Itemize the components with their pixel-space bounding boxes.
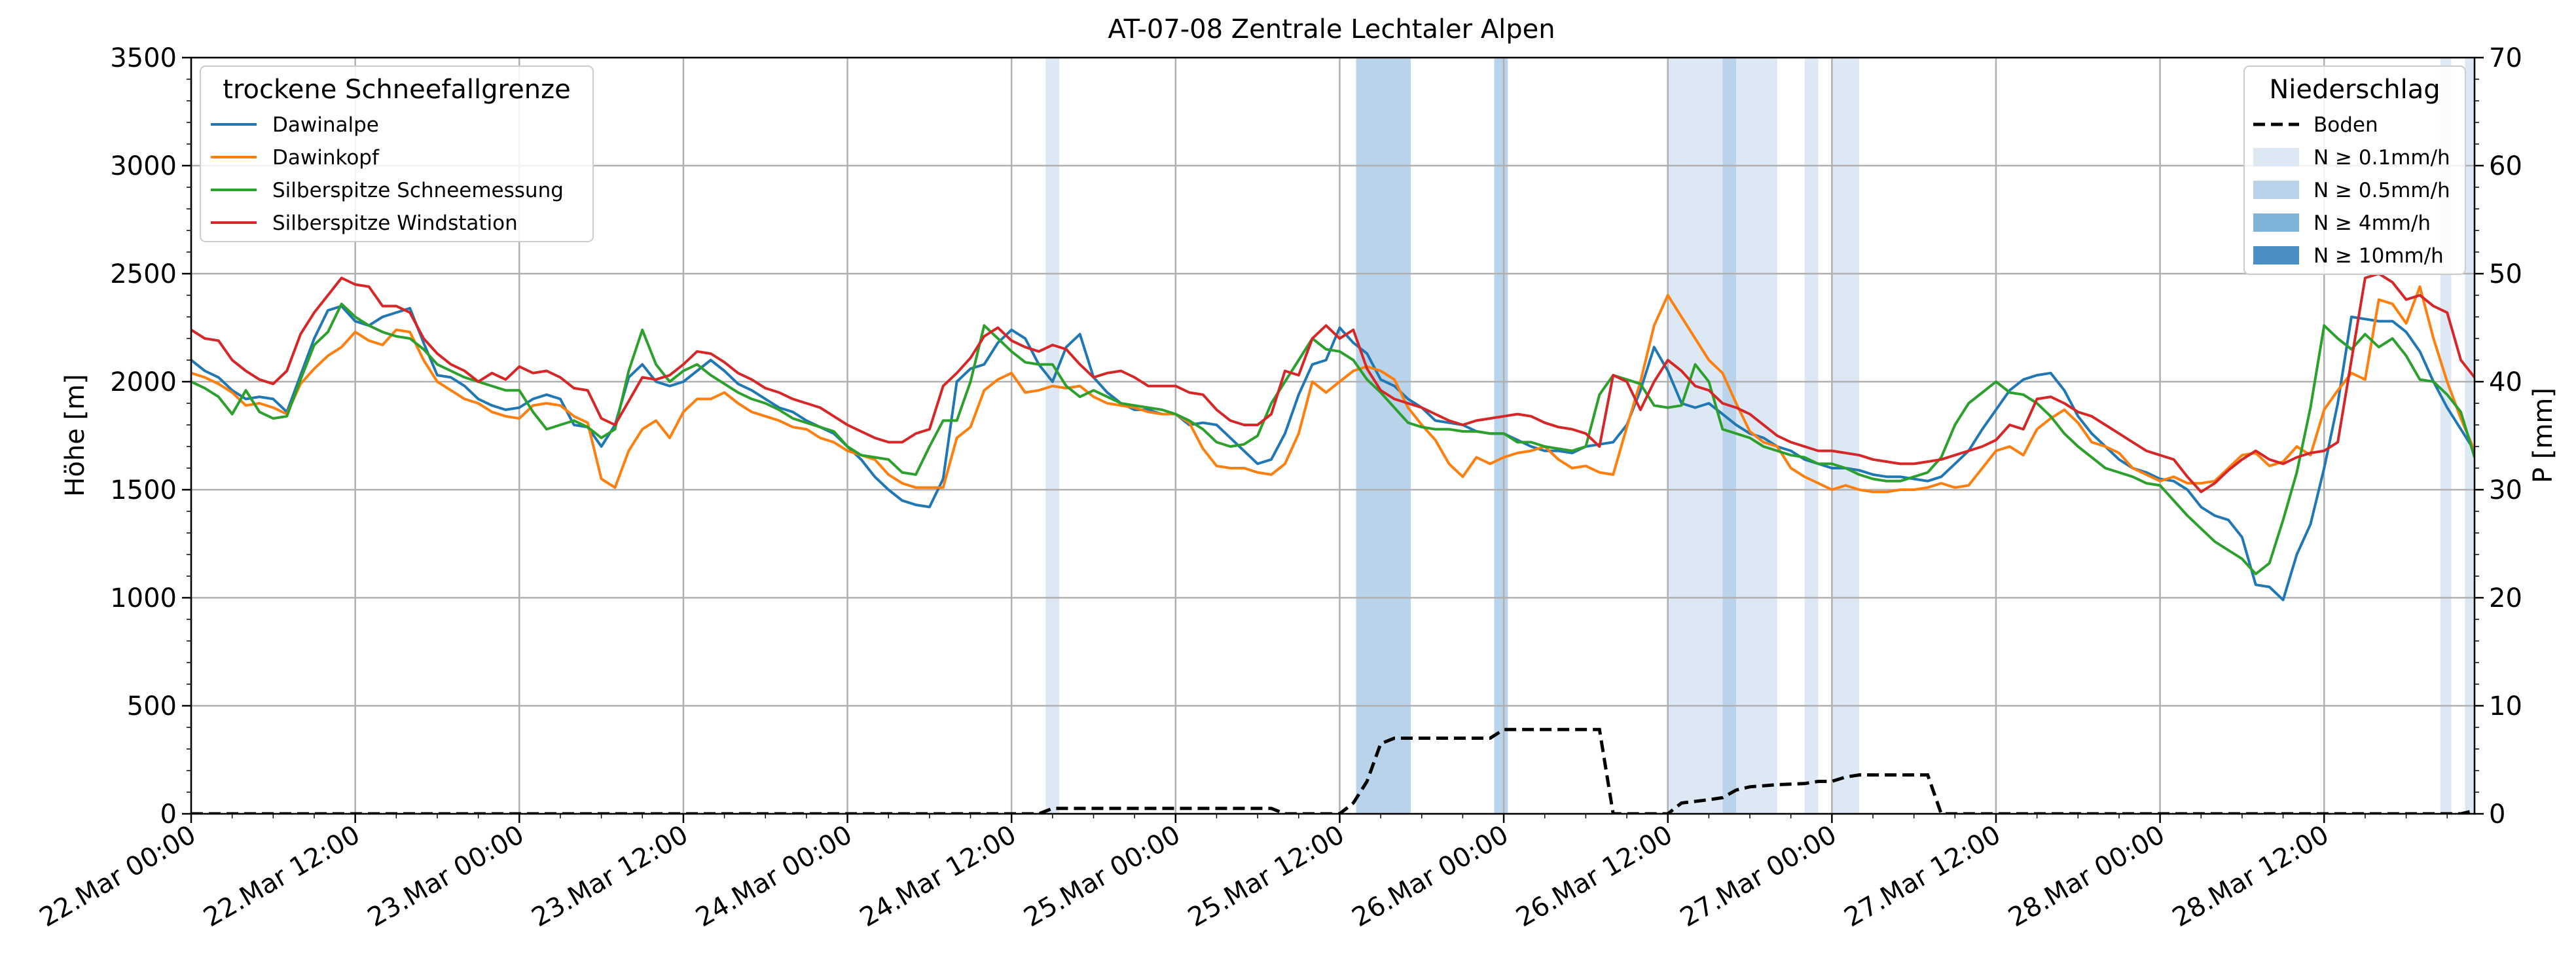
legend-right-label-4: N ≥ 10mm/h (2313, 244, 2444, 268)
grid (190, 56, 2475, 815)
precip-band-3 (1667, 58, 1723, 814)
legend-right-swatch-1 (2253, 148, 2299, 166)
legend-left-frame (200, 65, 594, 242)
y-tick-label-7: 3500 (110, 43, 177, 73)
legend-right-title: Niederschlag (2269, 75, 2440, 105)
precip-band-6 (1804, 58, 1819, 814)
y2-tick-label-4: 40 (2489, 367, 2522, 397)
precip-band-7 (1832, 58, 1860, 814)
legend-right-label-3: N ≥ 4mm/h (2313, 211, 2431, 235)
precip-bands (1045, 58, 2475, 814)
legend-right-label-0: Boden (2313, 113, 2378, 137)
legend-left-label-0: Dawinalpe (272, 113, 379, 137)
series-lines (191, 272, 2475, 602)
chart-title: AT-07-08 Zentrale Lechtaler Alpen (1108, 14, 1555, 45)
y-tick-label-4: 2000 (110, 367, 177, 397)
legend-left: trockene Schneefallgrenze Dawinalpe Dawin… (200, 65, 594, 242)
boden-line (191, 727, 2475, 814)
legend-left-title: trockene Schneefallgrenze (223, 75, 570, 105)
series-line-1 (191, 285, 2475, 494)
series-line-2 (191, 302, 2475, 575)
y-tick-label-3: 1500 (110, 475, 177, 505)
y-tick-label-0: 0 (160, 799, 177, 830)
plot-frame (190, 56, 2476, 815)
y2-axis-title: P [mm] (2528, 388, 2558, 483)
legend-left-label-3: Silberspitze Windstation (272, 211, 518, 235)
y-tick-label-6: 3000 (110, 151, 177, 181)
y2-tick-label-1: 10 (2489, 691, 2522, 721)
legend-right-label-1: N ≥ 0.1mm/h (2313, 146, 2450, 170)
y2-tick-label-2: 20 (2489, 583, 2522, 613)
legend-right: Niederschlag Boden N ≥ 0.1mm/h N ≥ 0.5mm/h… (2243, 65, 2466, 275)
legend-right-frame (2243, 65, 2466, 275)
legend-left-label-1: Dawinkopf (272, 146, 380, 170)
y2-tick-label-0: 0 (2489, 799, 2505, 830)
y2-tick-label-6: 60 (2489, 151, 2522, 181)
y-axis-title: Höhe [m] (60, 374, 90, 496)
series-line-3 (191, 272, 2475, 494)
y2-tick-label-5: 50 (2489, 259, 2522, 289)
precip-band-4 (1722, 58, 1737, 814)
y-tick-label-1: 500 (127, 691, 177, 721)
y-axis-left: 0 500 1000 1500 2000 2500 3000 3500 (110, 43, 191, 830)
legend-right-swatch-2 (2253, 181, 2299, 199)
precip-band-0 (1045, 58, 1060, 814)
legend-right-swatch-4 (2253, 246, 2299, 265)
precip-band-9 (2465, 58, 2475, 814)
y-tick-label-2: 1000 (110, 583, 177, 613)
y-axis-right: 0 10 20 30 40 50 60 70 (2475, 43, 2522, 830)
legend-right-swatch-3 (2253, 213, 2299, 232)
boden-series-line (191, 727, 2475, 814)
legend-left-label-2: Silberspitze Schneemessung (272, 179, 564, 202)
legend-right-label-2: N ≥ 0.5mm/h (2313, 179, 2450, 202)
y-tick-label-5: 2500 (110, 259, 177, 289)
precip-band-1 (1356, 58, 1411, 814)
y2-tick-label-7: 70 (2489, 43, 2522, 73)
y2-tick-label-3: 30 (2489, 475, 2522, 505)
